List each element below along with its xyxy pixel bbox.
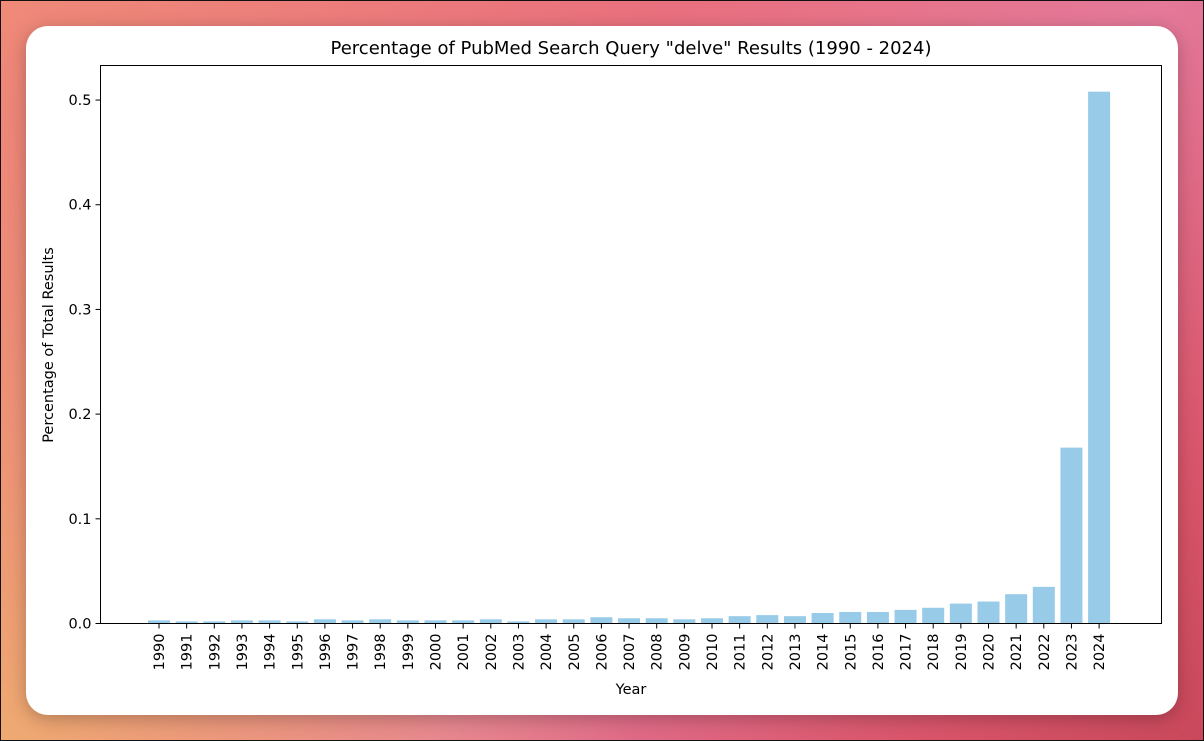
x-tick-label-2003: 2003: [511, 634, 527, 671]
bar-2000: [424, 620, 447, 624]
x-tick-label-2009: 2009: [677, 634, 693, 671]
bars-group: [148, 91, 1111, 624]
bar-2012: [756, 615, 779, 624]
bar-2016: [866, 611, 889, 624]
bar-2020: [977, 601, 1000, 624]
x-tick-label-2004: 2004: [539, 634, 555, 671]
x-tick-label-1995: 1995: [290, 634, 306, 671]
x-tick-label-1992: 1992: [207, 634, 223, 671]
bar-2001: [452, 620, 475, 624]
bar-1994: [258, 620, 281, 624]
x-tick-label-2008: 2008: [650, 634, 666, 671]
bar-1998: [369, 619, 392, 624]
x-tick-label-2022: 2022: [1037, 634, 1053, 671]
bar-2006: [590, 617, 613, 624]
x-tick-label-2021: 2021: [1009, 634, 1025, 671]
chart-card: [26, 26, 1178, 715]
bar-1995: [286, 621, 309, 624]
bar-2019: [949, 603, 972, 624]
y-tick-label: 0.3: [68, 302, 91, 318]
bar-2003: [507, 621, 530, 624]
y-axis-label: Percentage of Total Results: [41, 247, 57, 443]
x-tick-label-2018: 2018: [926, 634, 942, 671]
x-tick-label-2013: 2013: [788, 634, 804, 671]
bar-2013: [783, 616, 806, 624]
x-tick-label-2011: 2011: [733, 634, 749, 671]
chart-title: Percentage of PubMed Search Query "delve…: [331, 38, 932, 59]
x-tick-label-2016: 2016: [871, 634, 887, 671]
bar-2023: [1060, 447, 1083, 624]
y-tick-label: 0.1: [68, 512, 91, 528]
bar-2005: [562, 619, 585, 624]
bar-1992: [203, 621, 226, 624]
x-tick-label-2012: 2012: [760, 634, 776, 671]
bar-1991: [175, 621, 198, 624]
x-tick-label-2017: 2017: [899, 634, 915, 671]
bar-1993: [230, 620, 253, 624]
bar-2004: [535, 619, 558, 624]
x-tick-label-1990: 1990: [152, 634, 168, 671]
bar-2017: [894, 609, 917, 624]
bar-1997: [341, 620, 364, 624]
bar-2010: [701, 618, 723, 624]
bar-1996: [313, 619, 336, 624]
x-tick-label-2014: 2014: [816, 634, 832, 671]
y-tick-label: 0.4: [68, 198, 91, 214]
x-tick-label-2010: 2010: [705, 634, 721, 671]
bar-2011: [728, 616, 751, 624]
x-tick-label-2015: 2015: [843, 634, 859, 671]
x-tick-label-2024: 2024: [1092, 634, 1108, 671]
bar-2018: [922, 607, 945, 624]
bar-1999: [396, 620, 419, 624]
y-tick-label: 0.5: [68, 93, 91, 109]
bar-2008: [645, 618, 668, 624]
x-tick-label-2002: 2002: [484, 634, 500, 671]
bar-2024: [1088, 91, 1111, 624]
x-tick-label-2020: 2020: [982, 634, 998, 671]
x-axis-label: Year: [615, 682, 647, 698]
y-tick-label: 0.2: [68, 407, 91, 423]
x-tick-label-2005: 2005: [567, 634, 583, 671]
bar-2015: [839, 611, 862, 624]
y-tick-label: 0.0: [68, 617, 91, 633]
bar-2021: [1005, 594, 1028, 624]
bar-2009: [673, 619, 696, 624]
x-tick-label-1991: 1991: [180, 634, 196, 671]
x-tick-label-2019: 2019: [954, 634, 970, 671]
bar-2007: [618, 618, 641, 624]
x-tick-label-1994: 1994: [263, 634, 279, 671]
x-tick-label-1998: 1998: [373, 634, 389, 671]
x-tick-label-1997: 1997: [346, 634, 362, 671]
x-tick-label-2006: 2006: [594, 634, 610, 671]
x-tick-label-2000: 2000: [429, 634, 445, 671]
bar-1990: [148, 620, 170, 624]
x-tick-label-2007: 2007: [622, 634, 638, 671]
plot-frame: [100, 65, 1162, 624]
x-tick-label-2001: 2001: [456, 634, 472, 671]
x-ticks-group: 1990 1991 1992 1993 1994 1995 1996 1997 1998 1999…: [152, 623, 1108, 671]
x-tick-label-1993: 1993: [235, 634, 251, 671]
x-tick-label-2023: 2023: [1064, 634, 1080, 671]
x-tick-label-1996: 1996: [318, 634, 334, 671]
x-tick-label-1999: 1999: [401, 634, 417, 671]
bar-2022: [1032, 586, 1055, 624]
y-ticks-group: 0.0 0.1 0.2 0.3 0.4 0.5: [68, 93, 101, 633]
bar-2014: [811, 613, 834, 624]
bar-2002: [479, 619, 502, 624]
